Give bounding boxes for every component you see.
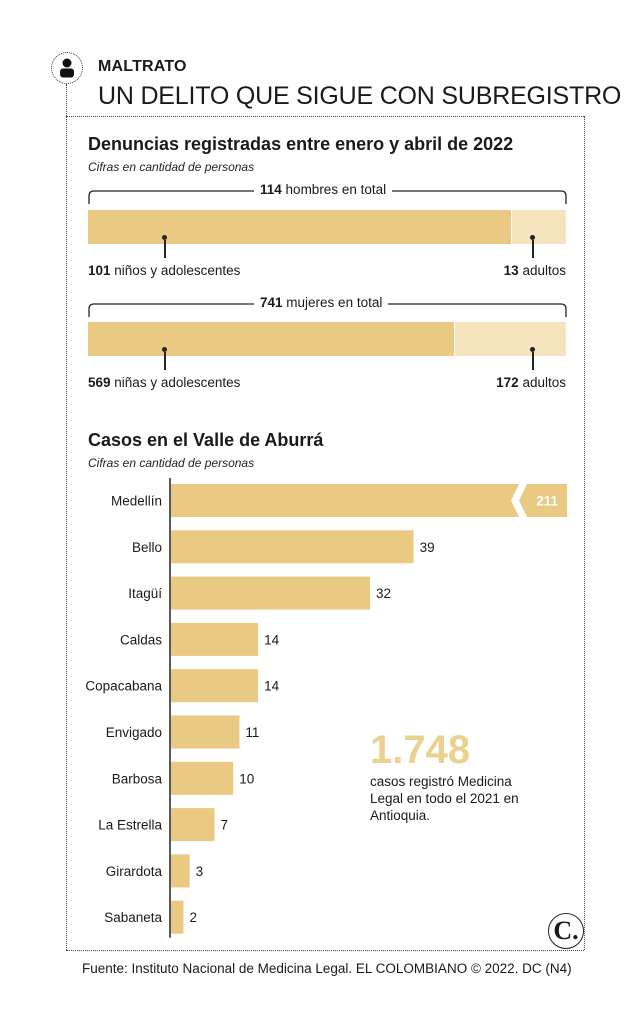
el-colombiano-logo: C. <box>548 913 584 949</box>
kicker: MALTRATO <box>98 58 187 75</box>
section1-subtitle: Cifras en cantidad de personas <box>88 160 255 174</box>
men-adults-pin <box>532 240 534 258</box>
bar-2 <box>171 576 371 610</box>
women-youth-text: niñas y adolescentes <box>114 375 241 390</box>
men-youth-pin <box>164 240 166 258</box>
bar-8 <box>171 854 190 888</box>
value-label: 10 <box>239 771 254 786</box>
category-label: Copacabana <box>85 679 162 694</box>
men-youth-value: 101 <box>88 263 111 278</box>
women-bar-adults <box>455 322 566 356</box>
women-youth-pin-dot <box>162 347 167 352</box>
women-bar-youth <box>88 322 454 356</box>
frame-left <box>66 116 67 950</box>
women-adults-value: 172 <box>496 375 519 390</box>
category-label: Caldas <box>120 632 162 647</box>
frame-top <box>66 116 584 117</box>
men-bar-adults <box>512 210 566 244</box>
highlight-number: 1.748 <box>370 728 471 772</box>
men-adults-pin-dot <box>530 235 535 240</box>
women-youth-pin <box>164 352 166 370</box>
men-total-text: hombres en total <box>285 182 387 197</box>
category-label: Sabaneta <box>104 910 162 925</box>
header-connector <box>66 84 67 116</box>
bar-5 <box>171 715 240 749</box>
men-adults-label: 13 adultos <box>504 263 566 278</box>
category-label: Envigado <box>106 725 162 740</box>
men-adults-text: adultos <box>522 263 566 278</box>
frame-bottom <box>66 950 584 951</box>
women-total-value: 741 <box>260 295 283 310</box>
men-youth-text: niños y adolescentes <box>114 263 241 278</box>
value-label: 211 <box>536 494 558 509</box>
source-note: Fuente: Instituto Nacional de Medicina L… <box>82 961 572 976</box>
bar-6 <box>171 761 234 795</box>
bar-4 <box>171 669 259 703</box>
axis-break-mark <box>511 484 527 517</box>
men-youth-label: 101 niños y adolescentes <box>88 263 240 278</box>
value-label: 14 <box>264 632 280 647</box>
bar-0 <box>171 484 567 517</box>
category-label: La Estrella <box>98 818 162 833</box>
men-bar-youth <box>88 210 511 244</box>
category-label: Medellín <box>111 494 162 509</box>
frame-right <box>584 116 585 950</box>
bar-7 <box>171 808 215 842</box>
men-youth-pin-dot <box>162 235 167 240</box>
women-adults-pin <box>532 352 534 370</box>
highlight-text: casos registró Medicina Legal en todo el… <box>370 774 519 823</box>
women-total-text: mujeres en total <box>286 295 383 310</box>
section2-title: Casos en el Valle de Aburrá <box>88 430 324 450</box>
category-label: Bello <box>132 540 162 555</box>
category-label: Barbosa <box>112 771 163 786</box>
value-label: 32 <box>376 586 391 601</box>
section2-subtitle: Cifras en cantidad de personas <box>88 456 255 470</box>
person-icon <box>51 52 83 84</box>
bar-9 <box>171 900 184 934</box>
value-label: 39 <box>420 540 435 555</box>
women-total-label: 741 mujeres en total <box>254 295 389 310</box>
value-label: 3 <box>196 864 204 879</box>
category-label: Itagüí <box>128 586 162 601</box>
men-total-label: 114 hombres en total <box>254 182 393 197</box>
men-total-value: 114 <box>260 182 282 197</box>
value-label: 2 <box>189 910 197 925</box>
women-adults-label: 172 adultos <box>496 375 566 390</box>
headline: UN DELITO QUE SIGUE CON SUBREGISTRO <box>98 82 622 110</box>
value-label: 7 <box>221 818 229 833</box>
section1-title: Denuncias registradas entre enero y abri… <box>88 134 514 154</box>
women-adults-text: adultos <box>522 375 566 390</box>
women-youth-label: 569 niñas y adolescentes <box>88 375 240 390</box>
category-label: Girardota <box>106 864 163 879</box>
value-label: 14 <box>264 679 280 694</box>
value-label: 11 <box>245 725 259 740</box>
women-adults-pin-dot <box>530 347 535 352</box>
men-adults-value: 13 <box>503 263 519 278</box>
bar-1 <box>171 530 414 564</box>
bar-3 <box>171 622 259 656</box>
women-youth-value: 569 <box>88 375 111 390</box>
